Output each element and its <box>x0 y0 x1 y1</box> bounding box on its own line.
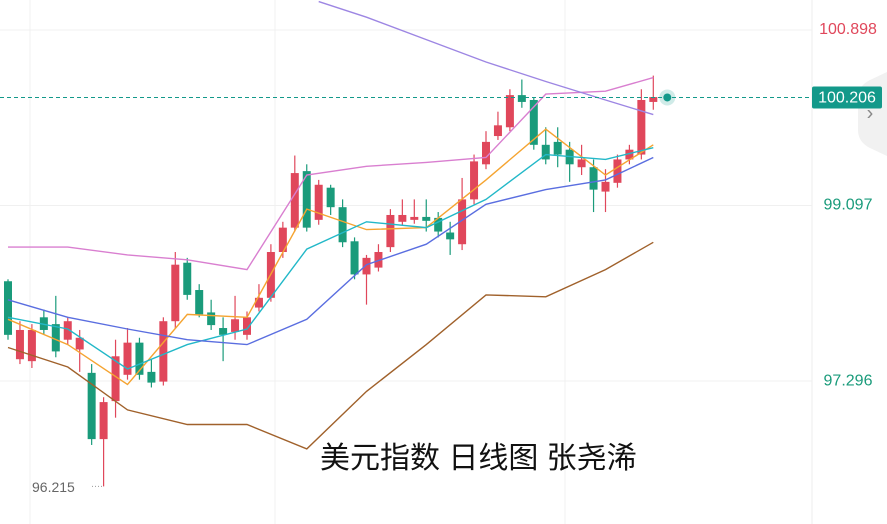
candle-body <box>195 290 204 315</box>
candle-body <box>529 99 538 145</box>
candle-body <box>505 95 514 128</box>
candle-body <box>15 329 24 360</box>
candle-body <box>493 125 502 137</box>
candle-body <box>458 199 467 245</box>
candle-body <box>601 181 610 192</box>
candle-body <box>302 171 311 228</box>
candle-body <box>613 159 622 183</box>
candle-body <box>159 321 168 382</box>
candle-body <box>87 372 96 440</box>
indicator-line <box>7 241 654 450</box>
candle-body <box>362 257 371 275</box>
candle-body <box>398 214 407 222</box>
candle-body <box>350 241 359 275</box>
indicator-line <box>7 128 654 386</box>
candle-body <box>517 95 526 102</box>
candle-body <box>147 371 156 383</box>
candle-body <box>111 356 120 402</box>
panel-arrow: › <box>867 102 874 124</box>
y-tick-label: 99.097 <box>824 197 873 214</box>
y-tick-label: 100.898 <box>819 21 877 38</box>
candle-body <box>219 328 228 335</box>
indicator-line <box>7 147 654 370</box>
candle-body <box>314 184 323 220</box>
candle-body <box>326 187 335 208</box>
candle-body <box>482 141 490 165</box>
candle-body <box>422 216 431 221</box>
candle-body <box>27 329 36 362</box>
candle-body <box>51 324 60 352</box>
plot-area: 96.215 <box>0 0 812 495</box>
indicator-line <box>8 76 654 271</box>
candle-body <box>470 161 479 200</box>
last-price-label: 100.206 <box>818 90 876 107</box>
candle-body <box>207 312 216 326</box>
last-price-box <box>812 86 882 109</box>
candle-body <box>254 297 263 308</box>
candle-body <box>290 173 299 228</box>
candle-body <box>553 141 562 155</box>
candle-body <box>135 342 144 375</box>
candle-body <box>171 264 180 322</box>
candle-body <box>338 207 347 243</box>
candle-body <box>4 281 12 335</box>
candle-body <box>410 216 419 220</box>
candle-body <box>386 214 395 248</box>
candle-body <box>231 319 240 332</box>
candle-body <box>123 342 132 375</box>
candle-body <box>434 217 443 232</box>
indicator-line <box>7 156 654 346</box>
y-tick-label: 97.296 <box>824 372 873 389</box>
last-price-dot <box>663 93 672 102</box>
candle-body <box>278 227 287 253</box>
indicator-line <box>318 0 654 116</box>
candle-body <box>577 159 586 168</box>
candle-body <box>446 232 455 240</box>
candle-body <box>589 167 598 190</box>
low-label: 96.215 <box>32 479 75 495</box>
candle-body <box>637 99 646 155</box>
candle-body <box>649 97 658 102</box>
watermark: 美元指数 日线图 张尧浠 <box>320 442 637 475</box>
candle-body <box>541 144 550 160</box>
candle-body <box>243 317 251 335</box>
candle-body <box>63 321 72 340</box>
candle-body <box>374 252 383 268</box>
candle-body <box>625 149 634 160</box>
candle-body <box>75 337 84 350</box>
candle-body <box>99 402 108 440</box>
candle-body <box>183 262 192 295</box>
